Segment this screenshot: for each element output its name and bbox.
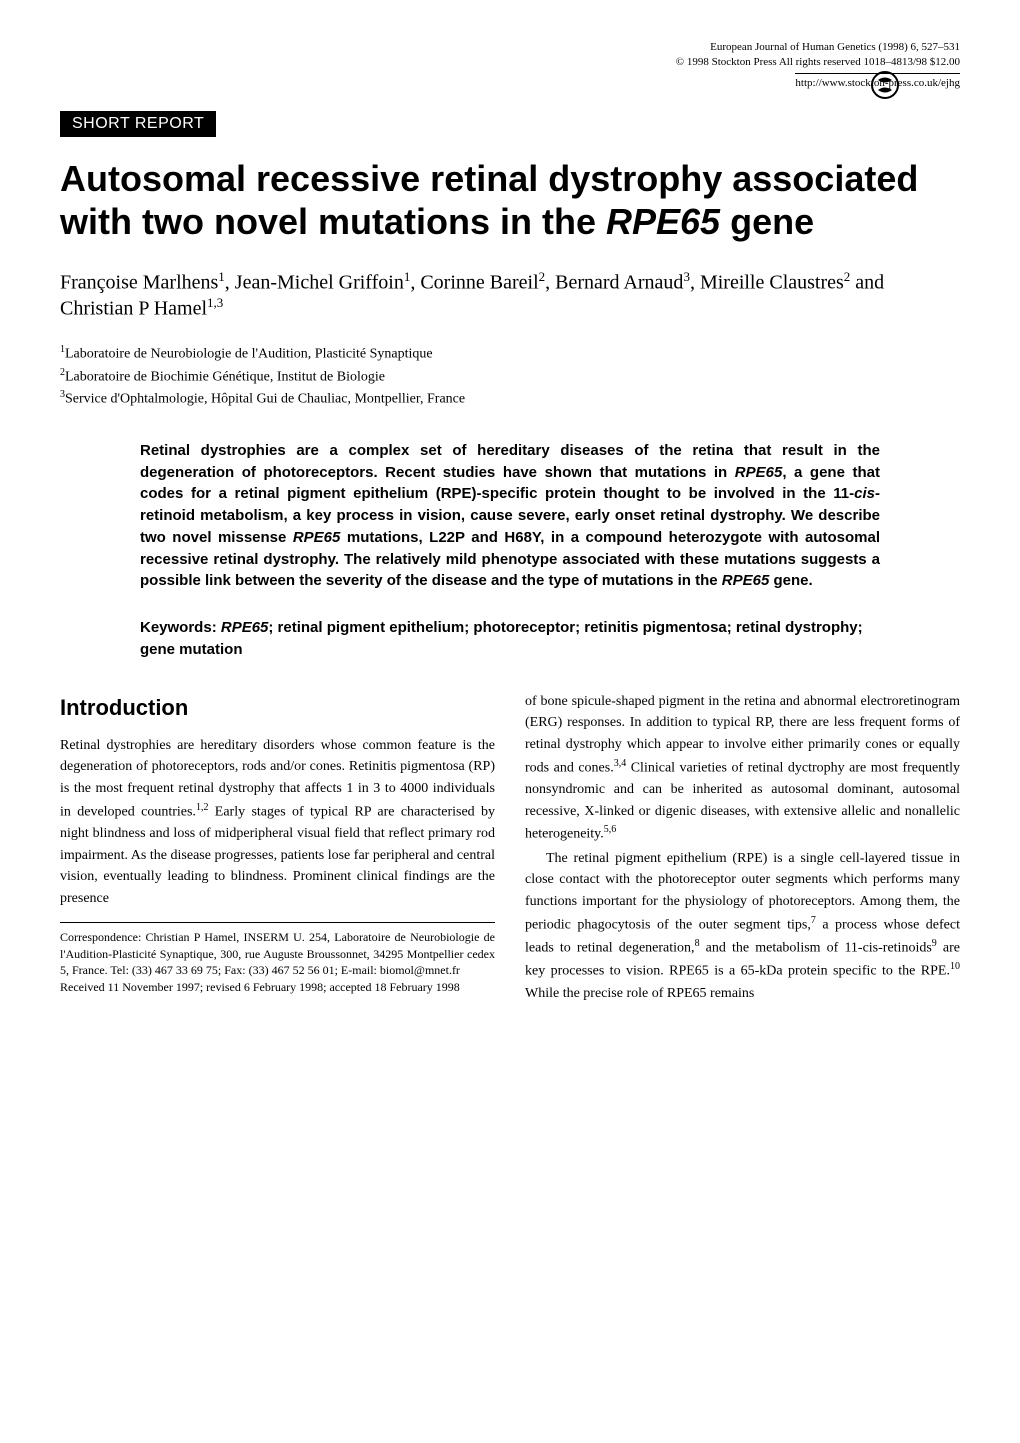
author-4: , Bernard Arnaud <box>545 271 683 293</box>
author-2: , Jean-Michel Griffoin <box>225 271 404 293</box>
right-p2-sup: 5,6 <box>604 824 617 835</box>
right-p3c-text: and the metabolism of 11-cis-retinoids <box>700 941 932 956</box>
affil-3-text: Service d'Ophtalmologie, Hôpital Gui de … <box>65 392 465 407</box>
author-5: , Mireille Claustres <box>690 271 844 293</box>
keywords-label: Keywords: <box>140 619 221 636</box>
keywords-block: Keywords: RPE65; retinal pigment epithel… <box>140 617 880 661</box>
publisher-logo <box>870 70 900 100</box>
copyright-line: © 1998 Stockton Press All rights reserve… <box>60 55 960 70</box>
right-paragraph-1: of bone spicule-shaped pigment in the re… <box>525 691 960 846</box>
section-label: SHORT REPORT <box>60 111 216 137</box>
left-column: Introduction Retinal dystrophies are her… <box>60 691 495 1005</box>
author-3: , Corinne Bareil <box>410 271 538 293</box>
left-p1-sup: 1,2 <box>196 802 209 813</box>
header-metadata: European Journal of Human Genetics (1998… <box>60 40 960 91</box>
right-column: of bone spicule-shaped pigment in the re… <box>525 691 960 1005</box>
affil-2-text: Laboratoire de Biochimie Génétique, Inst… <box>65 369 385 384</box>
right-p3-sup6: 10 <box>950 961 960 972</box>
right-paragraph-2: The retinal pigment epithelium (RPE) is … <box>525 848 960 1005</box>
article-title: Autosomal recessive retinal dystrophy as… <box>60 157 960 243</box>
introduction-heading: Introduction <box>60 691 495 725</box>
title-gene: RPE65 <box>606 201 720 242</box>
abstract-text-5: gene. <box>769 572 812 589</box>
abstract-gene-3: RPE65 <box>722 572 770 589</box>
authors-block: Françoise Marlhens1, Jean-Michel Griffoi… <box>60 269 960 322</box>
body-columns: Introduction Retinal dystrophies are her… <box>60 691 960 1005</box>
received-footnote: Received 11 November 1997; revised 6 Feb… <box>60 979 495 996</box>
affiliations-block: 1Laboratoire de Neurobiologie de l'Audit… <box>60 342 960 410</box>
affil-1-text: Laboratoire de Neurobiologie de l'Auditi… <box>65 347 433 362</box>
keywords-gene: RPE65 <box>221 619 269 636</box>
affiliation-1: 1Laboratoire de Neurobiologie de l'Audit… <box>60 342 960 365</box>
affiliation-2: 2Laboratoire de Biochimie Génétique, Ins… <box>60 365 960 388</box>
journal-citation: European Journal of Human Genetics (1998… <box>60 40 960 55</box>
affiliation-3: 3Service d'Ophtalmologie, Hôpital Gui de… <box>60 387 960 410</box>
right-p1-sup: 3,4 <box>614 758 627 769</box>
author-1: Françoise Marlhens <box>60 271 218 293</box>
title-text-2: gene <box>720 201 814 242</box>
right-p3e-text: While the precise role of RPE65 remains <box>525 986 754 1001</box>
correspondence-footnote: Correspondence: Christian P Hamel, INSER… <box>60 929 495 979</box>
abstract-gene-2: RPE65 <box>293 529 341 546</box>
intro-paragraph-1: Retinal dystrophies are hereditary disor… <box>60 735 495 910</box>
abstract-gene-1: RPE65 <box>735 464 783 481</box>
author-6-sup: 1,3 <box>207 295 223 310</box>
page-container: European Journal of Human Genetics (1998… <box>60 40 960 1004</box>
left-p2-text: Early stages of typical RP are character… <box>60 804 495 906</box>
footnote-separator <box>60 922 495 923</box>
abstract-cis: cis <box>854 485 875 502</box>
abstract-block: Retinal dystrophies are a complex set of… <box>140 440 880 592</box>
